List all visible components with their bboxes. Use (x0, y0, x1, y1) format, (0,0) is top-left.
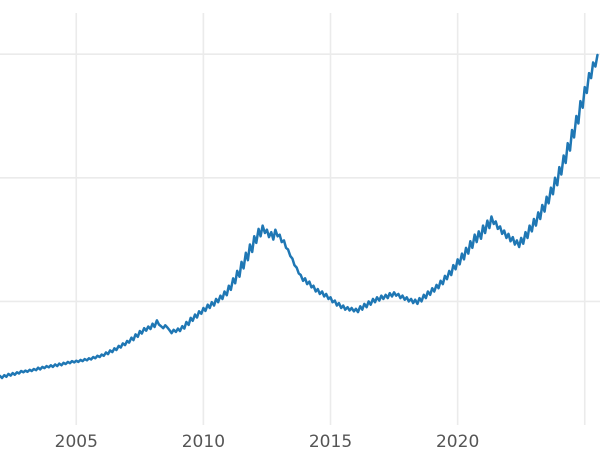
x-tick-label: 2020 (435, 432, 480, 452)
x-tick-label: 2010 (181, 432, 226, 452)
x-tick-label: 2005 (54, 432, 98, 452)
vertical-gridlines (75, 13, 586, 425)
x-tick-label: 2015 (308, 432, 353, 452)
price-series-line (0, 53, 599, 380)
horizontal-gridlines (0, 53, 600, 303)
